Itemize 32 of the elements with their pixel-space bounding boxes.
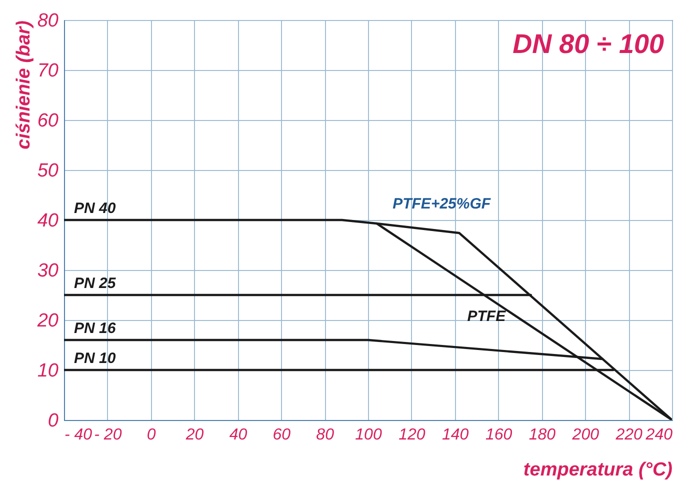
x-tick-label: 40 — [229, 426, 248, 444]
x-tick-label: 140 — [442, 426, 469, 444]
x-tick-label: 100 — [355, 426, 382, 444]
x-tick-label: 120 — [398, 426, 426, 444]
x-tick-label: - 40 — [64, 426, 92, 444]
x-tick-label: 200 — [571, 426, 600, 444]
x-tick-label: 80 — [316, 426, 334, 444]
x-tick-label: 60 — [272, 426, 291, 444]
y-tick-label: 20 — [36, 310, 59, 332]
x-tick-label: 160 — [485, 426, 512, 444]
x-tick-label: 20 — [184, 426, 204, 444]
series-label: PTFE — [467, 308, 507, 325]
annotation: PTFE+25%GF — [392, 196, 492, 212]
y-tick-label: 40 — [37, 210, 59, 232]
y-axis-title: ciśnienie (bar) — [13, 20, 34, 150]
x-tick-label: 180 — [528, 426, 556, 444]
series-label: PN 40 — [74, 200, 116, 217]
x-tick-label: - 20 — [94, 426, 122, 444]
y-tick-label: 70 — [37, 60, 59, 82]
y-tick-label: 80 — [37, 10, 59, 32]
series-label: PN 16 — [74, 320, 116, 337]
y-tick-label: 10 — [37, 360, 59, 382]
x-tick-label: 0 — [146, 426, 156, 444]
series-label: PN 10 — [74, 350, 116, 367]
x-axis-title: temperatura (°C) — [523, 460, 672, 480]
y-tick-label: 50 — [37, 160, 59, 182]
x-tick-label: 220 — [614, 426, 643, 444]
y-tick-label: 60 — [37, 110, 59, 132]
chart-title: DN 80 ÷ 100 — [512, 29, 664, 59]
x-tick-label: 240 — [644, 426, 673, 444]
y-tick-label: 30 — [37, 260, 59, 282]
series-label: PN 25 — [74, 275, 116, 292]
